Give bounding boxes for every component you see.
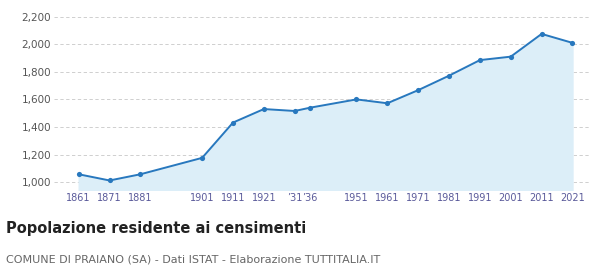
Point (537, 32, 547, 36)
Point (413, 88, 423, 92)
Point (475, 58, 485, 62)
Point (74, 172, 83, 176)
Point (305, 106, 315, 110)
Text: COMUNE DI PRAIANO (SA) - Dati ISTAT - Elaborazione TUTTITALIA.IT: COMUNE DI PRAIANO (SA) - Dati ISTAT - El… (6, 255, 380, 265)
Point (444, 73, 454, 78)
Text: Popolazione residente ai censimenti: Popolazione residente ai censimenti (6, 221, 306, 236)
Point (105, 178, 115, 183)
Point (228, 120, 238, 125)
Point (259, 107, 269, 111)
Point (383, 101, 392, 106)
Point (568, 41, 577, 45)
Point (136, 172, 145, 176)
Point (197, 156, 207, 160)
Point (352, 97, 361, 102)
Point (506, 54, 515, 59)
Point (290, 109, 299, 113)
